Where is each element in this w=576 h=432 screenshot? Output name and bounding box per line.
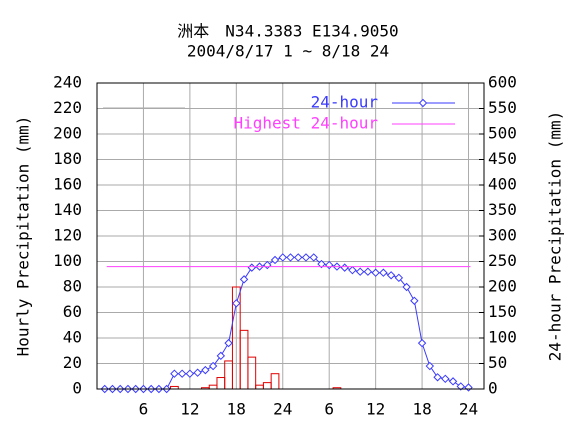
point-marker [286, 253, 295, 262]
point-marker [386, 271, 396, 280]
x-tick-label: 24 [273, 400, 292, 419]
x-tick-label: 6 [139, 400, 149, 419]
point-marker [247, 263, 257, 272]
plot-frame [96, 82, 485, 390]
y-tick-label: 140 [53, 200, 82, 219]
point-marker [309, 253, 318, 262]
point-marker [425, 361, 435, 371]
legend-marker [418, 98, 428, 108]
x-tick-label: 18 [227, 400, 246, 419]
y2-tick-label: 300 [488, 226, 517, 245]
y-tick-label: 60 [63, 302, 82, 321]
point-marker [417, 338, 427, 348]
point-marker [348, 265, 357, 275]
y-tick-label: 220 [53, 98, 82, 117]
point-marker [185, 369, 195, 378]
point-marker [193, 368, 202, 377]
point-marker [448, 377, 458, 386]
y-tick-label: 180 [53, 149, 82, 168]
point-marker [301, 253, 311, 262]
y2-tick-label: 500 [488, 124, 517, 143]
point-marker [371, 268, 380, 277]
point-marker [394, 273, 404, 283]
y-tick-label: 200 [53, 124, 82, 143]
point-marker [270, 255, 280, 265]
point-marker [433, 373, 442, 382]
legend-label: Highest 24-hour [234, 114, 379, 133]
point-marker [216, 351, 226, 361]
y2-tick-label: 100 [488, 328, 517, 347]
y-tick-label: 240 [53, 73, 82, 92]
point-marker [363, 267, 373, 276]
y2-tick-label: 400 [488, 175, 517, 194]
y-tick-label: 80 [63, 277, 82, 296]
y2-tick-label: 0 [488, 379, 498, 398]
y-tick-label: 0 [72, 379, 82, 398]
point-marker [177, 369, 187, 378]
chart-subtitle: 2004/8/17 1 ~ 8/18 24 [187, 42, 389, 61]
point-marker [294, 253, 303, 262]
y2-tick-label: 450 [488, 149, 517, 168]
y2-tick-label: 50 [488, 353, 507, 372]
y2-tick-label: 250 [488, 251, 517, 270]
x-tick-label: 6 [324, 400, 334, 419]
point-marker [201, 365, 210, 375]
point-marker [208, 361, 218, 371]
y-tick-label: 20 [63, 353, 82, 372]
point-marker [278, 253, 287, 262]
point-marker [340, 263, 349, 272]
point-marker [224, 338, 233, 348]
point-marker [379, 268, 388, 277]
y-tick-label: 120 [53, 226, 82, 245]
y-tick-label: 40 [63, 328, 82, 347]
y2-tick-label: 200 [488, 277, 517, 296]
y-axis-label: Hourly Precipitation (mm) [14, 116, 33, 357]
point-marker [441, 374, 450, 384]
y2-axis-label: 24-hour Precipitation (mm) [546, 111, 565, 361]
y2-tick-label: 600 [488, 73, 517, 92]
point-marker [402, 282, 411, 292]
point-marker [170, 369, 179, 378]
point-marker [410, 296, 419, 305]
y-tick-label: 100 [53, 251, 82, 270]
legend-label: 24-hour [311, 93, 379, 112]
y2-tick-label: 350 [488, 200, 517, 219]
y2-tick-label: 150 [488, 302, 517, 321]
x-tick-label: 12 [366, 400, 385, 419]
point-marker [232, 299, 241, 308]
point-marker [355, 267, 365, 276]
x-tick-label: 12 [180, 400, 199, 419]
point-marker [239, 275, 249, 284]
chart-title: 洲本 N34.3383 E134.9050 [177, 22, 398, 41]
x-tick-label: 18 [412, 400, 431, 419]
y2-tick-label: 550 [488, 98, 517, 117]
x-tick-label: 24 [459, 400, 478, 419]
y-tick-label: 160 [53, 175, 82, 194]
